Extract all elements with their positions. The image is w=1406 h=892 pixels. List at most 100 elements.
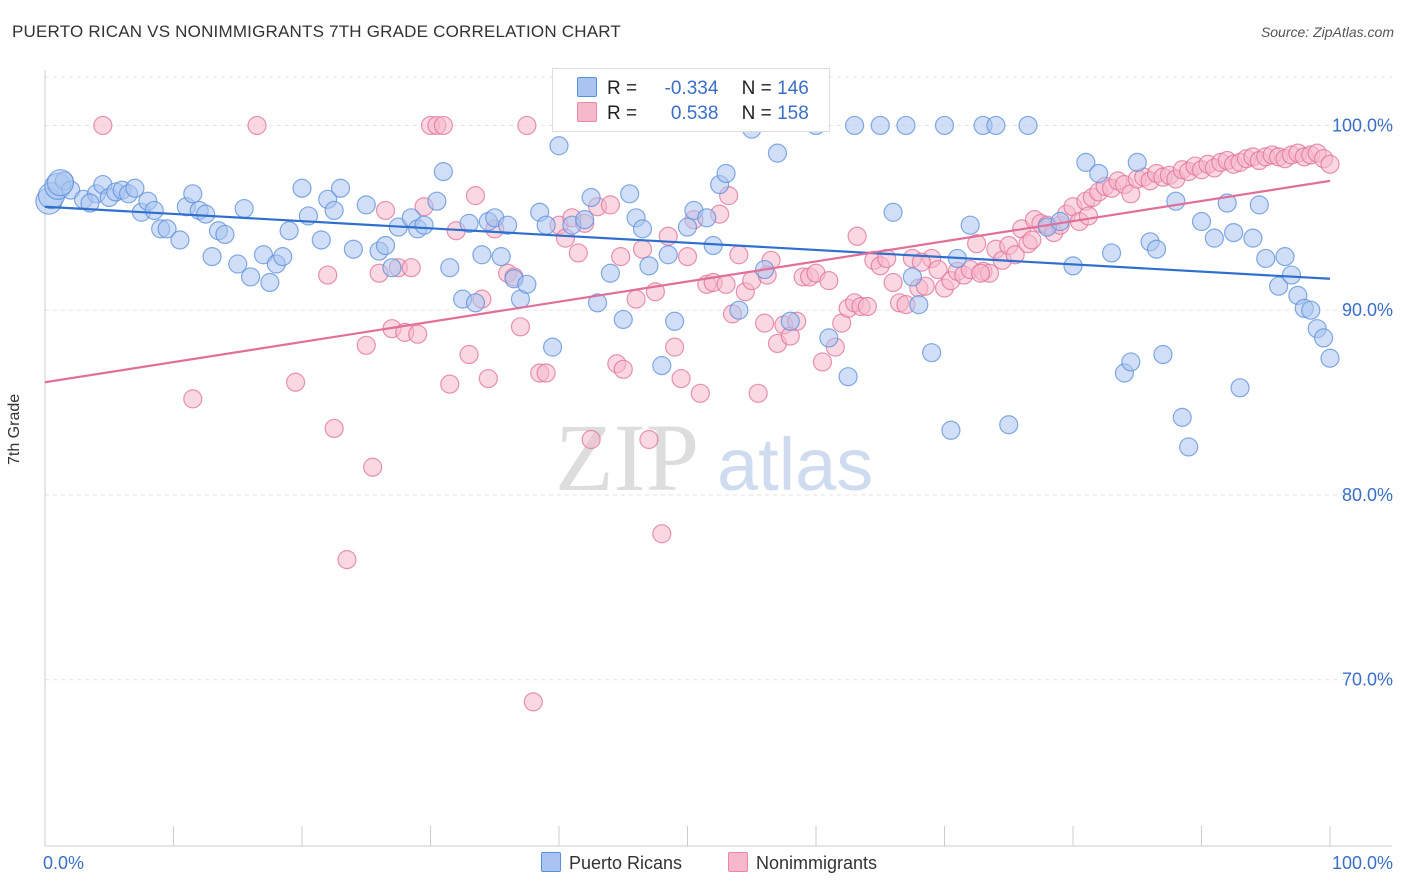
bottom-legend-label-nonimmigrants: Nonimmigrants (756, 853, 878, 873)
scatter-point (491, 247, 511, 267)
watermark-atlas: atlas (717, 423, 873, 506)
scatter-point (1320, 348, 1340, 368)
scatter-point (375, 235, 396, 256)
scatter-point (1243, 228, 1263, 248)
scatter-point (767, 143, 788, 163)
scatter-point (465, 186, 486, 206)
scatter-point (600, 263, 621, 283)
scatter-point (1078, 206, 1099, 226)
scatter-point (652, 524, 672, 544)
y-tick-label: 70.0% (1342, 670, 1393, 690)
y-tick-label: 90.0% (1342, 300, 1393, 320)
scatter-point (1275, 247, 1295, 267)
scatter-point (1268, 276, 1289, 296)
scatter-point (716, 163, 736, 184)
scatter-point (611, 247, 631, 267)
scatter-point (844, 115, 865, 136)
scatter-point (665, 311, 685, 331)
x-tick-label-max: 100.0% (1332, 853, 1393, 873)
legend-n-label: N = (741, 78, 772, 99)
scatter-point (196, 204, 216, 224)
legend-r-label: R = (607, 103, 638, 124)
scatter-point (970, 263, 991, 283)
scatter-point (375, 200, 396, 221)
scatter-point (1224, 222, 1244, 243)
scatter-point (632, 219, 653, 239)
scatter-point (857, 296, 878, 317)
scatter-point (1301, 300, 1321, 320)
scatter-point (356, 335, 376, 355)
scatter-point (433, 162, 453, 182)
scatter-point (780, 311, 800, 331)
scatter-point (896, 115, 916, 136)
y-axis-label: 7th Grade (6, 393, 23, 465)
scatter-point (748, 383, 768, 403)
legend-n-value-nonimmigrants: 158 (777, 103, 809, 124)
scatter-point (202, 247, 222, 267)
scatter-point (999, 415, 1019, 435)
legend: R = -0.334 N = 146 R = 0.538 N = 158 (552, 68, 830, 132)
scatter-point (716, 274, 736, 294)
scatter-point (472, 245, 492, 265)
scatter-point (1063, 256, 1083, 276)
scatter-point (658, 245, 678, 265)
scatter-point (1022, 230, 1042, 250)
scatter-point (639, 256, 659, 276)
scatter-point (1089, 163, 1109, 184)
scatter-point (870, 115, 890, 136)
scatter-point (1127, 152, 1147, 172)
scatter-point (838, 367, 858, 387)
scatter-point (581, 429, 601, 450)
scatter-point (279, 221, 299, 241)
x-tick-label-min: 0.0% (43, 853, 84, 873)
scatter-point (1005, 245, 1025, 265)
bottom-legend-puerto-ricans: Puerto Ricans (541, 852, 682, 874)
chart-title: PUERTO RICAN VS NONIMMIGRANTS 7TH GRADE … (12, 22, 621, 41)
scatter-point (318, 265, 338, 285)
scatter-point (324, 200, 344, 221)
scatter-point (157, 219, 177, 239)
scatter-point (401, 258, 421, 278)
scatter-point (632, 239, 653, 259)
scatter-point (459, 213, 479, 233)
legend-row-nonimmigrants: R = 0.538 N = 158 (577, 102, 809, 126)
scatter-point (677, 247, 698, 267)
scatter-point (478, 368, 498, 389)
legend-swatch-puerto-ricans (577, 77, 597, 97)
scatter-point (125, 178, 145, 198)
scatter-point (1256, 248, 1276, 269)
scatter-point (273, 247, 293, 267)
scatter-point (93, 115, 113, 136)
scatter-point (934, 115, 955, 136)
scatter-point (1320, 154, 1340, 174)
scatter-point (440, 258, 460, 278)
scatter-point (1204, 228, 1224, 248)
scatter-point (382, 258, 402, 278)
scatter-point (183, 389, 203, 409)
scatter-point (960, 215, 980, 235)
scatter-point (330, 178, 351, 198)
watermark-zip: ZIP (555, 404, 699, 511)
scatter-point (665, 337, 685, 357)
scatter-point (677, 217, 698, 237)
scatter-point (1153, 344, 1173, 365)
scatter-point (247, 115, 267, 136)
scatter-point (465, 293, 486, 313)
scatter-point (941, 420, 961, 440)
scatter-point (587, 293, 608, 313)
bottom-legend-swatch-nonimmigrants (728, 852, 748, 872)
scatter-point (581, 187, 601, 208)
scatter-point (1172, 407, 1192, 427)
scatter-point (337, 550, 357, 570)
scatter-point (613, 309, 633, 330)
scatter-point (260, 272, 280, 293)
bottom-legend-nonimmigrants: Nonimmigrants (728, 852, 877, 874)
legend-r-value-puerto-ricans: -0.334 (664, 78, 719, 99)
scatter-point (427, 191, 447, 211)
scatter-point (883, 272, 903, 293)
scatter-point (819, 271, 839, 291)
scatter-point (1179, 437, 1199, 457)
y-tick-label: 80.0% (1342, 485, 1393, 505)
scatter-point (928, 259, 948, 280)
scatter-point (440, 374, 460, 394)
